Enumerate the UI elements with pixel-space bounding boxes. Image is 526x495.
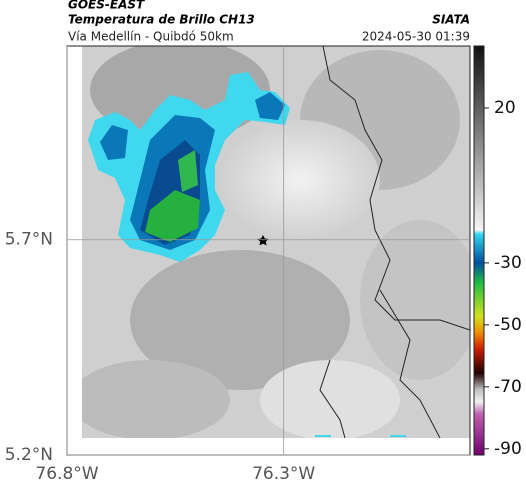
time: 2024-05-30 01:39 bbox=[362, 30, 470, 44]
colorbar-tick-label: -30 bbox=[494, 253, 522, 273]
y-tick-label: 5.2°N bbox=[5, 445, 53, 465]
x-tick-label: 76.3°W bbox=[252, 464, 315, 484]
product: Temperatura de Brillo CH13 bbox=[68, 13, 255, 27]
colorbar-tick-label: -50 bbox=[494, 315, 522, 335]
location-marker bbox=[257, 235, 269, 246]
satellite-image bbox=[82, 46, 470, 438]
org: SIATA bbox=[432, 13, 470, 27]
colorbar-tick-label: -70 bbox=[494, 377, 522, 397]
x-tick-label: 76.8°W bbox=[35, 464, 98, 484]
y-tick-label: 5.7°N bbox=[5, 230, 53, 250]
route: Vía Medellín - Quibdó 50km bbox=[68, 30, 234, 44]
source: GOES-EAST bbox=[68, 0, 145, 12]
colorbar-tick-label: 20 bbox=[494, 98, 516, 118]
colorbar-tick-label: -90 bbox=[494, 439, 522, 459]
colorbar bbox=[473, 45, 485, 456]
